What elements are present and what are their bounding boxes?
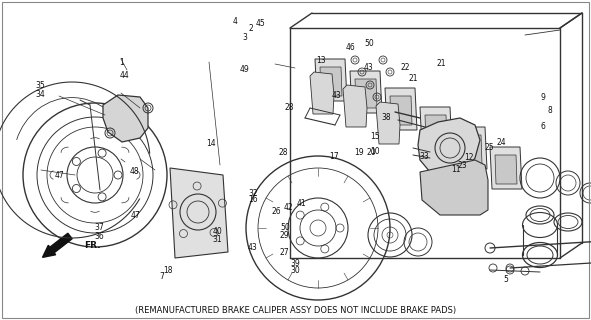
Text: 24: 24	[496, 138, 506, 147]
Text: 49: 49	[239, 65, 249, 74]
Text: 37: 37	[95, 223, 104, 232]
Text: 4: 4	[232, 17, 237, 26]
Polygon shape	[420, 107, 452, 149]
Text: 32: 32	[248, 189, 258, 198]
Text: 50: 50	[280, 223, 290, 232]
Text: 28: 28	[279, 148, 288, 157]
Text: 18: 18	[163, 266, 173, 275]
Polygon shape	[355, 79, 377, 108]
Text: 29: 29	[280, 231, 289, 240]
Text: 43: 43	[332, 92, 342, 100]
Polygon shape	[495, 155, 517, 184]
Text: 23: 23	[457, 161, 467, 170]
Text: 11: 11	[452, 165, 461, 174]
Text: 19: 19	[354, 148, 363, 157]
Text: 16: 16	[248, 196, 258, 204]
Text: 44: 44	[119, 71, 129, 80]
Text: 33: 33	[420, 152, 429, 161]
Text: 12: 12	[464, 153, 473, 162]
Text: 17: 17	[329, 152, 339, 161]
Text: FR.: FR.	[84, 242, 100, 251]
Text: 25: 25	[485, 143, 494, 152]
Polygon shape	[425, 115, 447, 144]
Text: 20: 20	[366, 148, 376, 157]
Polygon shape	[418, 118, 480, 180]
Text: 9: 9	[540, 93, 545, 102]
Text: 45: 45	[256, 19, 265, 28]
Text: 38: 38	[381, 113, 391, 122]
Text: 21: 21	[409, 74, 418, 83]
Polygon shape	[170, 168, 228, 258]
Text: 30: 30	[290, 266, 300, 275]
Text: 47: 47	[54, 171, 64, 180]
Text: 26: 26	[271, 207, 281, 216]
Text: 48: 48	[130, 167, 139, 176]
Text: 14: 14	[206, 140, 216, 148]
Text: 21: 21	[436, 60, 446, 68]
Text: 47: 47	[131, 211, 141, 220]
Polygon shape	[310, 72, 334, 114]
Text: 40: 40	[213, 228, 222, 236]
Text: 46: 46	[346, 43, 355, 52]
Text: 28: 28	[285, 103, 294, 112]
Polygon shape	[420, 160, 488, 215]
Text: 39: 39	[290, 259, 300, 268]
Polygon shape	[320, 67, 342, 96]
Text: 43: 43	[364, 63, 374, 72]
Polygon shape	[385, 88, 417, 130]
Text: 36: 36	[95, 232, 104, 241]
FancyArrow shape	[43, 233, 72, 257]
Polygon shape	[343, 85, 367, 127]
Text: 5: 5	[503, 276, 508, 284]
Text: 42: 42	[284, 203, 293, 212]
Text: 50: 50	[364, 39, 374, 48]
Text: (REMANUFACTURED BRAKE CALIPER ASSY DOES NOT INCLUDE BRAKE PADS): (REMANUFACTURED BRAKE CALIPER ASSY DOES …	[135, 306, 456, 315]
Polygon shape	[460, 135, 482, 164]
Text: 10: 10	[371, 148, 380, 156]
Polygon shape	[103, 95, 148, 142]
Text: 22: 22	[401, 63, 410, 72]
Polygon shape	[490, 147, 522, 189]
Text: 7: 7	[159, 272, 164, 281]
Text: 27: 27	[280, 248, 289, 257]
Text: 2: 2	[249, 24, 254, 33]
Polygon shape	[350, 71, 382, 113]
Text: 8: 8	[547, 106, 552, 115]
Polygon shape	[390, 96, 412, 125]
Text: 15: 15	[370, 132, 379, 141]
Polygon shape	[455, 127, 487, 169]
Text: 41: 41	[297, 199, 306, 208]
Text: 1: 1	[119, 58, 124, 67]
Text: 43: 43	[248, 244, 257, 252]
Text: 13: 13	[316, 56, 326, 65]
Text: 31: 31	[213, 236, 222, 244]
Text: 34: 34	[36, 90, 46, 99]
Text: 35: 35	[36, 81, 46, 90]
Text: 3: 3	[243, 33, 248, 42]
Text: 6: 6	[540, 122, 545, 131]
Polygon shape	[315, 59, 347, 101]
Polygon shape	[376, 102, 400, 144]
